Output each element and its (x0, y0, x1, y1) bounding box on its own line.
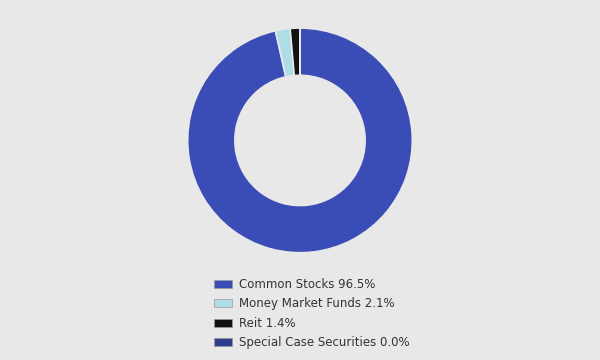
Wedge shape (275, 28, 294, 77)
Wedge shape (290, 28, 300, 76)
Legend: Common Stocks 96.5%, Money Market Funds 2.1%, Reit 1.4%, Special Case Securities: Common Stocks 96.5%, Money Market Funds … (209, 273, 415, 354)
Wedge shape (188, 28, 412, 253)
